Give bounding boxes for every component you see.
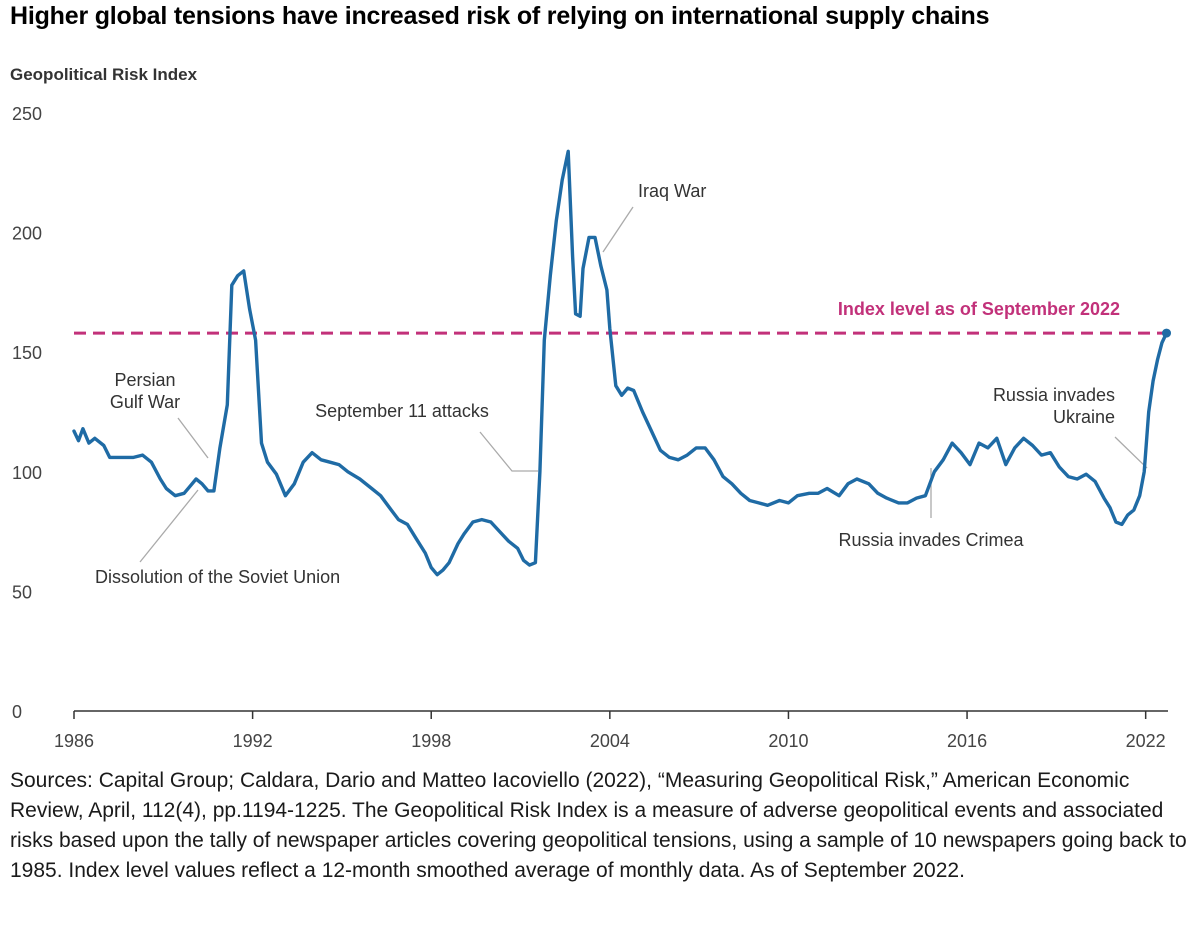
annotation-russia-ukraine: Russia invades (993, 385, 1115, 405)
y-tick-label: 100 (12, 463, 42, 483)
latest-value-point (1162, 328, 1172, 338)
geopolitical-risk-line-chart: Geopolitical Risk Index 050100150200250 … (10, 65, 1172, 751)
x-tick-label: 2010 (768, 731, 808, 751)
annotation-leader-september-11 (479, 431, 538, 472)
series-line-geopolitical-risk-index (72, 149, 1169, 577)
y-axis-title: Geopolitical Risk Index (10, 65, 198, 84)
annotation-leader-iraq-war (602, 206, 634, 253)
y-tick-label: 50 (12, 582, 32, 602)
annotation-persian-gulf-war: Gulf War (110, 392, 180, 412)
x-tick-label: 1998 (411, 731, 451, 751)
annotation-leader-dissolution-soviet-union (139, 489, 199, 563)
annotation-leader-persian-gulf-war (177, 417, 209, 459)
annotation-dissolution-soviet-union: Dissolution of the Soviet Union (95, 567, 340, 587)
x-tick-label: 2016 (947, 731, 987, 751)
annotation-september-11: September 11 attacks (315, 401, 489, 421)
x-tick-label: 1992 (233, 731, 273, 751)
x-tick-label: 2022 (1126, 731, 1166, 751)
y-tick-label: 0 (12, 702, 22, 722)
x-tick-label: 2004 (590, 731, 630, 751)
chart-title: Higher global tensions have increased ri… (10, 2, 990, 30)
annotation-russia-ukraine: Ukraine (1053, 407, 1115, 427)
y-tick-label: 150 (12, 343, 42, 363)
annotation-russia-crimea: Russia invades Crimea (838, 530, 1024, 550)
annotation-iraq-war: Iraq War (638, 181, 706, 201)
reference-line-label: Index level as of September 2022 (838, 299, 1120, 319)
annotation-persian-gulf-war: Persian (114, 370, 175, 390)
source-note: Sources: Capital Group; Caldara, Dario a… (10, 769, 1187, 882)
y-tick-label: 200 (12, 224, 42, 244)
annotation-leader-russia-ukraine (1114, 436, 1148, 469)
x-tick-label: 1986 (54, 731, 94, 751)
y-tick-label: 250 (12, 104, 42, 124)
